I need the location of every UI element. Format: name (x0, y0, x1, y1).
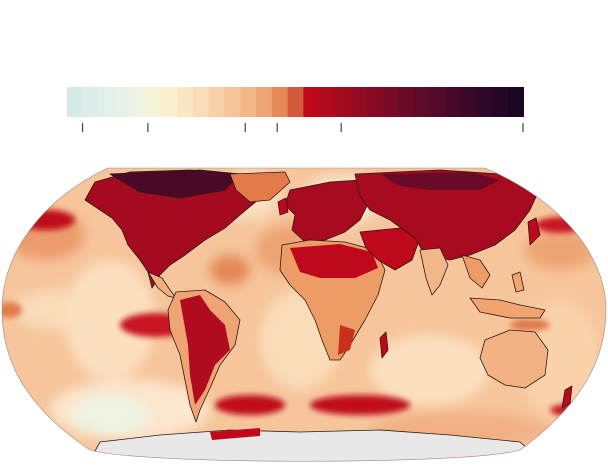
scale-swatch (413, 87, 431, 117)
scale-swatch (67, 87, 84, 117)
philippines (511, 271, 525, 293)
antarctica-coast-hot (210, 428, 260, 440)
map-outline (1, 167, 607, 462)
india (419, 247, 449, 296)
scale-swatch (193, 87, 210, 117)
scale-swatch (114, 87, 131, 117)
scale-swatch (240, 87, 257, 117)
scale-swatch (98, 87, 115, 117)
scale-swatch (445, 87, 462, 117)
scale-swatch (82, 87, 100, 117)
scale-swatch (161, 87, 178, 117)
japan (527, 217, 541, 246)
europe (284, 179, 371, 243)
scale-swatch (382, 87, 399, 117)
scale-swatch (460, 87, 478, 117)
asia-north (380, 172, 500, 190)
australia (479, 329, 549, 389)
scale-swatch (508, 87, 524, 117)
scale-swatch (476, 87, 494, 117)
scale-swatch (256, 87, 273, 117)
scale-swatch (208, 87, 226, 117)
scale-swatch (303, 87, 320, 117)
color-scale-legend (67, 87, 524, 133)
color-scale-bar (67, 87, 524, 132)
scale-swatch (397, 87, 415, 117)
scale-swatch (350, 87, 368, 117)
ocean-anomaly-patches (5, 170, 600, 448)
scale-swatch (224, 87, 241, 117)
map-projection (2, 168, 606, 462)
land-masses (84, 169, 573, 423)
scale-swatch (130, 87, 147, 117)
indonesia (469, 297, 546, 319)
scale-swatch (177, 87, 194, 117)
scale-swatch (366, 87, 383, 117)
scale-swatch (334, 87, 352, 117)
madagascar (379, 331, 389, 359)
scale-swatch (429, 87, 446, 117)
scale-swatch (287, 87, 304, 117)
scale-swatch (319, 87, 336, 117)
north-america-north (109, 169, 241, 199)
greenland (229, 171, 291, 203)
southeast-asia (461, 254, 491, 289)
scale-swatch (492, 87, 509, 117)
africa-south-hot (338, 325, 355, 355)
antarctica (89, 429, 541, 462)
africa-north-hot (290, 244, 378, 278)
uk (277, 197, 289, 216)
scale-swatch (145, 87, 163, 117)
world-map (0, 160, 608, 472)
south-america-hot (180, 295, 230, 405)
scale-swatch (271, 87, 289, 117)
